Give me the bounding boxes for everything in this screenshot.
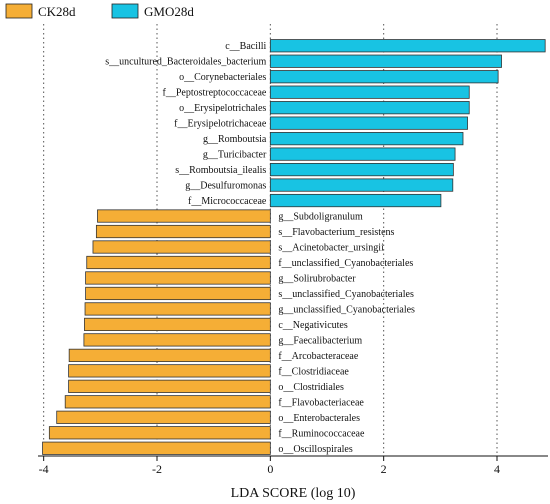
bar-label-f-peptostreptococcaceae: f__Peptostreptococcaceae [162, 88, 266, 99]
bar-label-o-clostridiales: o__Clostridiales [278, 382, 344, 393]
bar-f-erysipelotrichaceae [269, 116, 468, 130]
bar-label-f-flavobacteriaceae: f__Flavobacteriaceae [278, 397, 364, 408]
x-tick-label: 2 [381, 462, 387, 476]
bar-o-oscillospirales [42, 441, 271, 455]
bar-label-g-faecalibacterium: g__Faecalibacterium [278, 335, 362, 346]
bar-label-f-erysipelotrichaceae: f__Erysipelotrichaceae [174, 119, 267, 130]
bar-f-ruminococcaceae [48, 426, 271, 440]
x-tick-label: 0 [267, 462, 273, 476]
bar-s-unclassified-cyanobacteriales [85, 286, 271, 301]
bar-label-o-corynebacteriales: o__Corynebacteriales [179, 72, 266, 83]
bar-label-f-arcobacteraceae: f__Arcobacteraceae [278, 351, 358, 362]
bars-group [42, 39, 546, 455]
legend-label-ck28d: CK28d [38, 4, 76, 19]
bar-label-s-flavobacterium-resistens: s__Flavobacterium_resistens [278, 227, 394, 238]
bar-g-desulfuromonas [269, 178, 454, 192]
legend-swatch-ck28d [5, 3, 33, 19]
x-tick-label: -4 [39, 462, 49, 476]
bar-g-solirubrobacter [85, 271, 271, 285]
bar-g-turicibacter [269, 147, 456, 161]
bar-f-clostridiaceae [68, 364, 271, 378]
x-tick-label: 4 [494, 462, 500, 476]
bar-label-g-unclassified-cyanobacteriales: g__unclassified_Cyanobacteriales [278, 304, 415, 315]
bar-o-enterobacterales [56, 410, 271, 424]
bar-o-erysipelotrichales [269, 101, 470, 115]
bar-s-romboutsia-ilealis [269, 162, 454, 177]
bar-label-o-enterobacterales: o__Enterobacterales [278, 413, 360, 424]
bar-f-peptostreptococcaceae [269, 85, 470, 99]
bar-g-romboutsia [269, 132, 464, 146]
x-axis-title: LDA SCORE (log 10) [231, 486, 356, 501]
bar-label-o-erysipelotrichales: o__Erysipelotrichales [179, 103, 266, 114]
bar-s-acinetobacter-ursingii [92, 240, 271, 254]
bar-f-unclassified-cyanobacteriales [86, 255, 271, 270]
bar-label-s-unclassified-cyanobacteriales: s__unclassified_Cyanobacteriales [278, 289, 414, 300]
bar-label-g-romboutsia: g__Romboutsia [203, 134, 267, 145]
x-axis: -4 -2 0 2 4 [38, 455, 548, 476]
bar-s-uncultured-bacteroidales-bacterium [269, 54, 502, 68]
legend: CK28d GMO28d [5, 3, 194, 19]
bar-o-corynebacteriales [269, 70, 499, 84]
bar-label-o-oscillospirales: o__Oscillospirales [278, 444, 353, 455]
x-tick-label: -2 [152, 462, 162, 476]
bar-g-faecalibacterium [83, 333, 271, 347]
bar-s-flavobacterium-resistens [95, 224, 271, 239]
bar-label-g-desulfuromonas: g__Desulfuromonas [185, 181, 266, 192]
bar-label-c-negativicutes: c__Negativicutes [278, 320, 348, 331]
bar-label-g-turicibacter: g__Turicibacter [203, 150, 267, 161]
bar-label-f-unclassified-cyanobacteriales: f__unclassified_Cyanobacteriales [278, 258, 413, 269]
bar-label-s-romboutsia-ilealis: s__Romboutsia_ilealis [175, 165, 266, 176]
bar-label-g-solirubrobacter: g__Solirubrobacter [278, 273, 356, 284]
bar-label-f-micrococcaceae: f__Micrococcaceae [188, 196, 267, 207]
bar-o-clostridiales [68, 379, 271, 393]
bar-f-flavobacteriaceae [64, 395, 271, 409]
bar-label-c-bacilli: c__Bacilli [225, 41, 266, 52]
bar-label-s-acinetobacter-ursingii: s__Acinetobacter_ursingii [278, 243, 384, 254]
legend-label-gmo28d: GMO28d [144, 4, 194, 19]
bar-c-negativicutes [84, 317, 271, 331]
legend-swatch-gmo28d [111, 3, 139, 19]
bar-f-arcobacteraceae [68, 348, 271, 362]
bar-g-subdoligranulum [97, 209, 271, 223]
bar-label-g-subdoligranulum: g__Subdoligranulum [278, 212, 363, 223]
bar-labels-group: c__Bacilli s__uncultured_Bacteroidales_ba… [105, 41, 415, 455]
bar-f-micrococcaceae [269, 193, 442, 208]
bar-label-f-ruminococcaceae: f__Ruminococcaceae [278, 428, 365, 439]
bar-g-unclassified-cyanobacteriales [84, 302, 271, 316]
bar-c-bacilli [269, 39, 546, 53]
bar-label-f-clostridiaceae: f__Clostridiaceae [278, 366, 349, 377]
bar-label-s-uncultured-bacteroidales-bacterium: s__uncultured_Bacteroidales_bacterium [105, 57, 266, 68]
